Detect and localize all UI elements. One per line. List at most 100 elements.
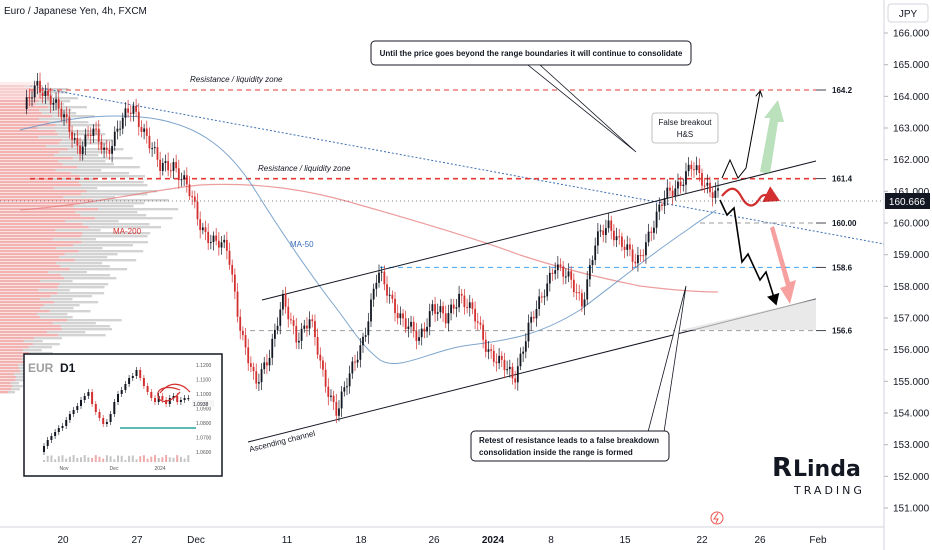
volume-bar-sell bbox=[0, 316, 40, 319]
candle-body bbox=[674, 188, 677, 196]
candle-body bbox=[711, 192, 714, 198]
inset-candle-body bbox=[135, 370, 138, 376]
projection-arrows bbox=[719, 92, 796, 306]
candle-body bbox=[717, 188, 719, 191]
candle-body bbox=[57, 99, 60, 109]
channel-upper-line bbox=[261, 160, 817, 301]
candle-body bbox=[709, 182, 711, 193]
candle-body bbox=[650, 231, 653, 233]
candle-body bbox=[215, 235, 218, 241]
candle-body bbox=[402, 313, 404, 319]
candle-body bbox=[607, 220, 610, 229]
volume-bar-sell bbox=[0, 328, 62, 331]
candle-body bbox=[551, 272, 554, 274]
candle-body bbox=[319, 354, 322, 361]
candle-body bbox=[252, 366, 255, 372]
candle-body bbox=[351, 361, 354, 374]
volume-bar-sell bbox=[0, 193, 82, 196]
volume-bar-buy bbox=[53, 301, 99, 304]
volume-bar-sell bbox=[0, 118, 39, 121]
y-tick-label: 165.000 bbox=[893, 60, 930, 71]
volume-bar-buy bbox=[55, 124, 101, 127]
flash-icon[interactable] bbox=[710, 511, 724, 525]
candle-body bbox=[255, 371, 258, 384]
candle-body bbox=[84, 134, 87, 147]
volume-bar-sell bbox=[0, 286, 58, 289]
inset-candle-body bbox=[94, 404, 97, 412]
candle-body bbox=[476, 321, 479, 323]
candle-body bbox=[490, 349, 493, 351]
inset-title-b: D1 bbox=[60, 361, 76, 375]
volume-bar-sell bbox=[0, 205, 74, 208]
candle-body bbox=[279, 309, 282, 326]
plot-frame bbox=[0, 0, 885, 550]
candle-body bbox=[580, 293, 583, 307]
candle-body bbox=[394, 298, 396, 314]
candle-body bbox=[596, 231, 599, 246]
volume-bar-sell bbox=[0, 256, 59, 259]
candle-body bbox=[613, 230, 615, 241]
volume-bar-buy bbox=[98, 208, 179, 211]
inset-candle-body bbox=[65, 420, 68, 426]
inset-candle-body bbox=[187, 398, 190, 400]
candle-body bbox=[666, 187, 669, 199]
inset-candle-body bbox=[87, 392, 90, 396]
inset-candle-body bbox=[146, 386, 149, 392]
candle-body bbox=[685, 171, 687, 185]
inset-x-tick: 2024 bbox=[154, 466, 165, 472]
candle-body bbox=[140, 126, 143, 132]
candle-body bbox=[439, 306, 442, 313]
volume-bar-sell bbox=[0, 385, 13, 388]
y-tick-label: 162.000 bbox=[893, 155, 930, 166]
volume-bar-sell bbox=[0, 223, 83, 226]
candle-body bbox=[647, 231, 650, 243]
inset-volume-bar bbox=[109, 456, 112, 462]
candle-body bbox=[629, 244, 631, 250]
volume-bar-buy bbox=[52, 178, 95, 181]
currency-badge[interactable]: JPY bbox=[887, 3, 929, 23]
brand-logo: R Linda TRADING bbox=[772, 453, 862, 497]
candle-body bbox=[642, 255, 645, 257]
candle-body bbox=[474, 308, 476, 322]
candle-body bbox=[177, 168, 180, 181]
inset-candle-body bbox=[120, 390, 123, 394]
candle-body bbox=[524, 341, 527, 352]
candle-body bbox=[506, 369, 509, 371]
inset-volume-bar bbox=[54, 459, 57, 462]
candle-body bbox=[503, 359, 506, 371]
volume-bar-buy bbox=[58, 256, 108, 259]
volume-bar-sell bbox=[0, 130, 56, 133]
candle-body bbox=[223, 239, 226, 243]
green-up-arrow bbox=[760, 100, 784, 174]
candle-body bbox=[356, 359, 359, 363]
candle-body bbox=[495, 361, 498, 364]
volume-bar-buy bbox=[12, 385, 23, 388]
volume-bar-buy bbox=[39, 280, 73, 283]
volume-bar-sell bbox=[0, 274, 61, 277]
volume-bar-buy bbox=[74, 259, 137, 262]
y-tick-label: 156.000 bbox=[893, 345, 930, 356]
candle-body bbox=[586, 279, 589, 300]
candle-body bbox=[44, 90, 47, 96]
candle-body bbox=[132, 105, 135, 114]
candle-body bbox=[386, 284, 388, 296]
candle-body bbox=[412, 321, 415, 332]
inset-candle-body bbox=[76, 406, 79, 410]
candle-body bbox=[436, 312, 439, 314]
candle-body bbox=[431, 304, 434, 312]
volume-bar-sell bbox=[0, 337, 35, 340]
callout-top: Until the price goes beyond the range bo… bbox=[370, 40, 692, 153]
candle-body bbox=[706, 182, 709, 186]
volume-bar-buy bbox=[39, 298, 73, 301]
candle-body bbox=[588, 265, 591, 280]
inset-y-tick: 1.1100 bbox=[196, 378, 211, 384]
volume-bar-buy bbox=[53, 187, 98, 190]
inset-candle-body bbox=[183, 398, 186, 400]
candle-body bbox=[239, 316, 242, 331]
volume-bar-sell bbox=[0, 142, 60, 145]
candle-body bbox=[546, 283, 549, 297]
candle-body bbox=[322, 360, 324, 370]
inset-x-tick: Dec bbox=[110, 466, 119, 472]
inset-candle-body bbox=[176, 396, 179, 402]
